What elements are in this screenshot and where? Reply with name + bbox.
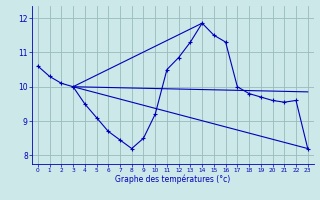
X-axis label: Graphe des températures (°c): Graphe des températures (°c) — [115, 175, 230, 184]
